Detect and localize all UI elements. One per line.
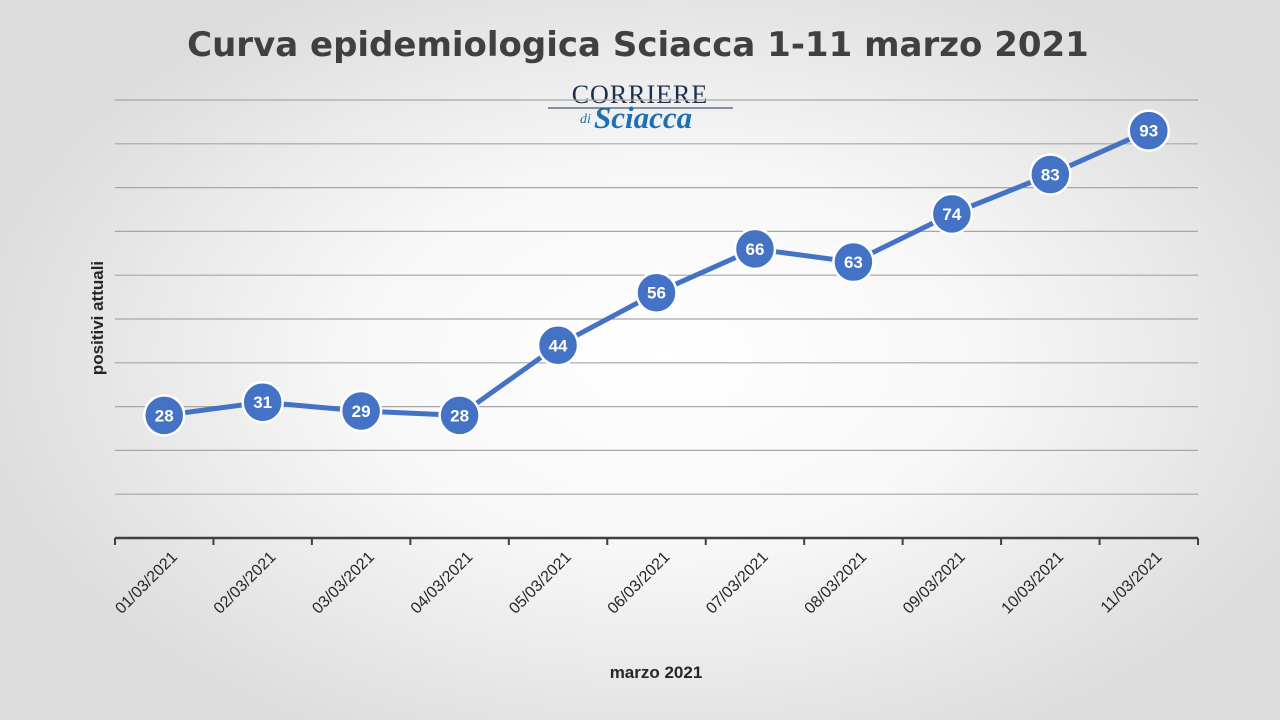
logo-line2-prefix: di (580, 112, 591, 127)
x-axis-label: marzo 2021 (610, 663, 703, 682)
data-label: 44 (549, 336, 568, 355)
data-point (1029, 153, 1072, 196)
data-label: 29 (352, 402, 371, 421)
chart-title: Curva epidemiologica Sciacca 1-11 marzo … (187, 25, 1089, 65)
data-point (339, 389, 383, 433)
data-label: 74 (942, 205, 961, 224)
data-point (930, 192, 974, 236)
x-tick-label: 02/03/2021 (211, 549, 280, 618)
x-tick-label: 07/03/2021 (703, 549, 772, 618)
x-tick-label: 06/03/2021 (605, 549, 674, 618)
data-point (241, 380, 284, 424)
data-label: 83 (1041, 165, 1060, 184)
data-label: 28 (155, 406, 174, 425)
data-point (536, 324, 580, 367)
data-label: 63 (844, 253, 863, 272)
y-axis-label: positivi attuali (88, 261, 107, 375)
data-label: 28 (450, 406, 469, 425)
gridlines (115, 99, 1198, 495)
logo-line1: CORRIERE (572, 80, 709, 109)
data-point (635, 271, 678, 314)
data-label: 56 (647, 284, 666, 303)
x-tick-label: 09/03/2021 (900, 549, 969, 618)
x-tick-label: 05/03/2021 (506, 549, 575, 618)
data-point (1127, 109, 1171, 152)
data-label: 66 (745, 240, 764, 259)
x-tick-label: 01/03/2021 (112, 549, 181, 618)
data-point (438, 394, 481, 437)
x-tick-label: 10/03/2021 (999, 549, 1068, 618)
series: 28 31 29 28 44 56 66 63 74 83 93 (142, 109, 1171, 437)
data-label: 93 (1139, 122, 1158, 141)
x-tick-label: 03/03/2021 (309, 549, 378, 618)
x-tick-label: 04/03/2021 (408, 549, 477, 618)
logo-line2: Sciacca (594, 100, 692, 135)
x-tick-label: 08/03/2021 (802, 549, 871, 618)
x-tick-label: 11/03/2021 (1098, 549, 1166, 617)
data-point (142, 394, 186, 437)
logo: CORRIERE di Sciacca (548, 80, 733, 135)
data-point (733, 227, 777, 271)
data-point (832, 240, 875, 284)
data-label: 31 (253, 393, 272, 412)
x-axis: 01/03/2021 02/03/2021 03/03/2021 04/03/2021… (112, 536, 1199, 618)
